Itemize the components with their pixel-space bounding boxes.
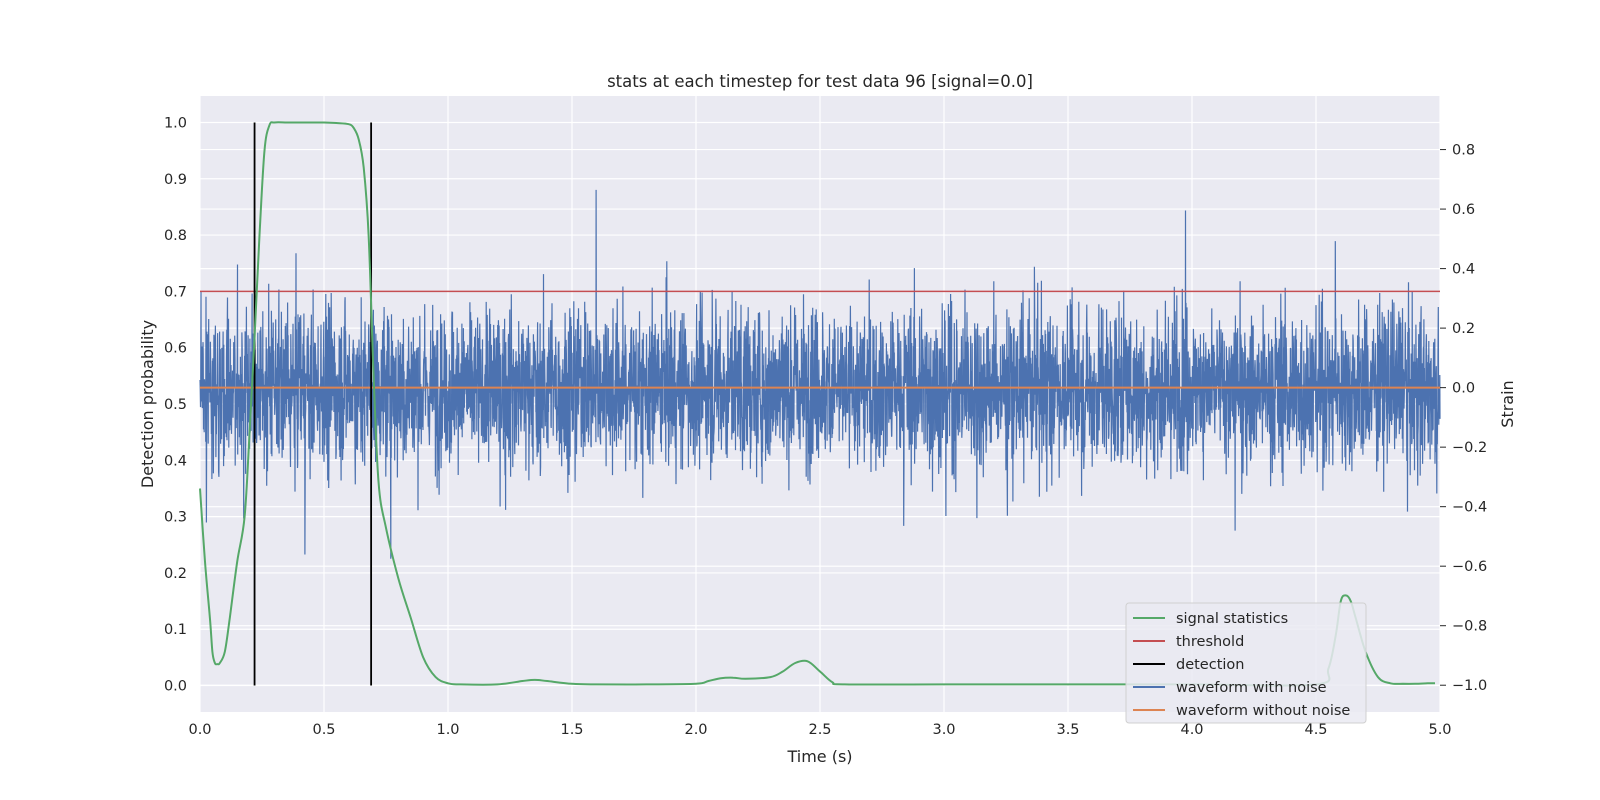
- x-tick-label: 2.0: [684, 722, 707, 738]
- y-left-tick-label: 0.9: [164, 172, 187, 188]
- legend-label: detection: [1176, 657, 1244, 673]
- y-right-tick-label: 0.8: [1452, 143, 1475, 159]
- legend: signal statistics threshold detection wavef…: [1125, 602, 1367, 724]
- y-left-tick-label: 0.7: [164, 284, 187, 300]
- left-y-axis-label: Detection probability: [138, 320, 157, 488]
- y-right-tick-label: −0.2: [1452, 440, 1487, 456]
- y-left-tick-label: 0.0: [164, 679, 187, 695]
- y-right-tick-label: −0.4: [1452, 500, 1487, 516]
- y-left-tick-label: 0.1: [164, 622, 187, 638]
- y-left-tick-label: 0.5: [164, 397, 187, 413]
- y-right-tick-label: −1.0: [1452, 678, 1487, 694]
- y-left-tick-label: 0.6: [164, 341, 187, 357]
- legend-label: signal statistics: [1176, 611, 1288, 627]
- y-right-tick-label: 0.4: [1452, 262, 1475, 278]
- y-left-tick-label: 0.2: [164, 566, 187, 582]
- x-tick-label: 3.0: [932, 722, 955, 738]
- y-right-tick-label: 0.2: [1452, 321, 1475, 337]
- x-tick-label: 0.0: [188, 722, 211, 738]
- y-right-tick-label: −0.6: [1452, 559, 1487, 575]
- y-right-tick-label: 0.6: [1452, 202, 1475, 218]
- y-right-tick-label: −0.8: [1452, 619, 1487, 635]
- y-left-tick-label: 0.3: [164, 510, 187, 526]
- y-left-tick-label: 0.4: [164, 453, 187, 469]
- x-tick-label: 1.0: [436, 722, 459, 738]
- series-detection: [253, 122, 373, 686]
- left-y-axis-ticks: 0.0 0.1 0.2 0.3 0.4 0.5 0.6 0.7 0.8 0.9 1.0: [164, 115, 187, 694]
- x-tick-label: 0.5: [312, 722, 335, 738]
- legend-label: waveform without noise: [1176, 703, 1350, 719]
- x-tick-label: 5.0: [1428, 722, 1451, 738]
- y-right-tick-label: 0.0: [1452, 381, 1475, 397]
- x-tick-label: 1.5: [560, 722, 583, 738]
- legend-label: waveform with noise: [1176, 680, 1327, 696]
- y-left-tick-label: 1.0: [164, 115, 187, 131]
- y-left-tick-label: 0.8: [164, 228, 187, 244]
- x-axis-ticks: 0.0 0.5 1.0 1.5 2.0 2.5 3.0 3.5 4.0 4.5 5.0: [188, 722, 1451, 738]
- x-tick-label: 2.5: [808, 722, 831, 738]
- legend-box: [1125, 602, 1367, 724]
- right-y-axis-ticks: −1.0 −0.8 −0.6 −0.4 −0.2 0.0 0.2 0.4 0.6 0.8: [1440, 143, 1487, 694]
- x-tick-label: 4.0: [1180, 722, 1203, 738]
- x-tick-label: 4.5: [1304, 722, 1327, 738]
- chart-title: stats at each timestep for test data 96 …: [607, 72, 1033, 91]
- x-tick-label: 3.5: [1056, 722, 1079, 738]
- right-y-axis-label: Strain: [1498, 380, 1517, 427]
- x-axis-label: Time (s): [786, 747, 852, 766]
- waveform-with-noise-line: [199, 189, 1441, 559]
- legend-label: threshold: [1176, 634, 1244, 650]
- series-waveform-with-noise: [199, 189, 1441, 559]
